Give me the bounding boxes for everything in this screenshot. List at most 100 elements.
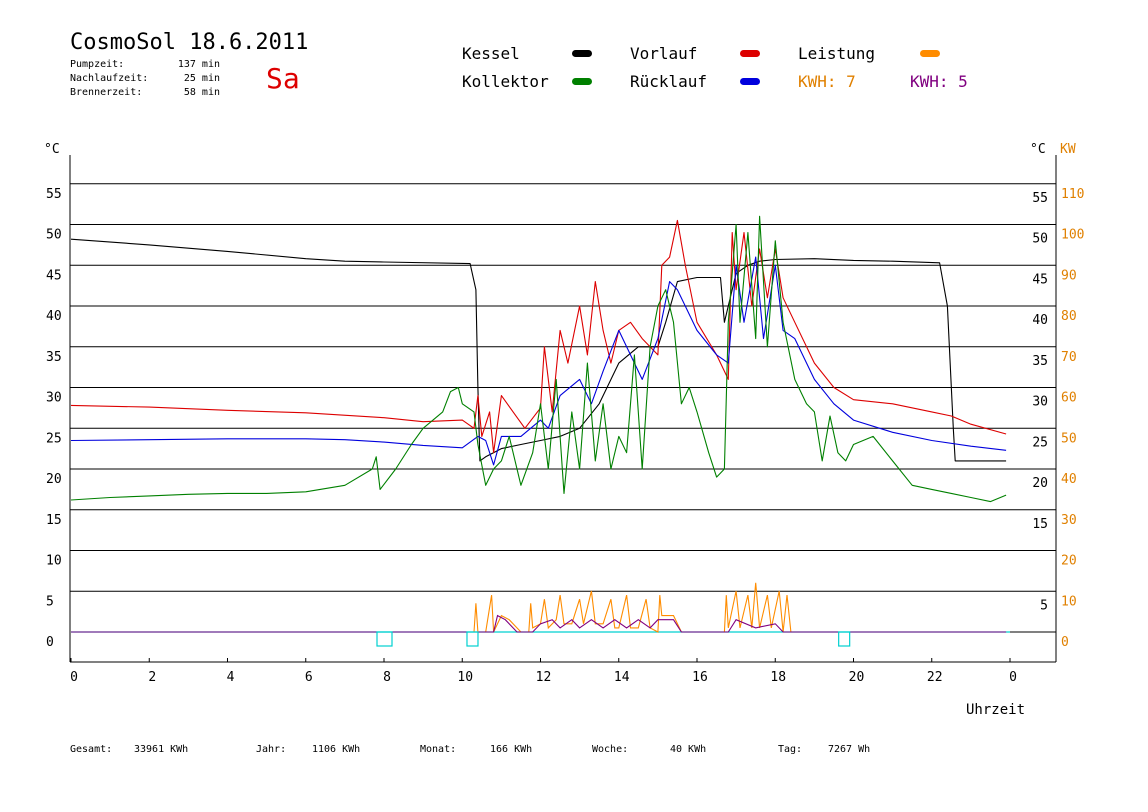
x-tick-label: 6: [305, 670, 313, 685]
footer-label: Woche:: [592, 744, 629, 755]
stat-label: Pumpzeit:: [70, 59, 125, 70]
series-ruecklauf: [70, 256, 1007, 466]
y-tick-label-left: 5: [46, 594, 54, 609]
x-tick-label: 20: [849, 670, 865, 685]
y-tick-label-right-kw: 90: [1061, 268, 1077, 283]
series-kwh-5: [71, 614, 1007, 633]
legend-ruecklauf: Rücklauf: [630, 72, 708, 91]
series-lines: [70, 215, 1007, 633]
stat-row: Nachlaufzeit: 25 min: [70, 72, 220, 86]
y-tick-label-right-c: 5: [1040, 598, 1048, 613]
stat-label: Nachlaufzeit:: [70, 73, 149, 84]
footer-value: 1106 KWh: [312, 744, 361, 755]
x-tick-label: 18: [770, 670, 786, 685]
x-tick-label: 0: [1009, 670, 1017, 685]
legend-vorlauf: Vorlauf: [630, 44, 698, 63]
y-tick-label-right-kw: 60: [1061, 391, 1077, 406]
y-tick-label-left: 10: [46, 554, 62, 569]
pump-markers: [376, 631, 851, 647]
day-label: Sa: [266, 62, 300, 95]
pump-marker: [838, 631, 851, 647]
footer-value: 166 KWh: [490, 744, 533, 755]
footer-label: Gesamt:: [70, 744, 113, 755]
pump-marker: [466, 631, 479, 647]
stat-label: Brennerzeit:: [70, 87, 143, 98]
legend-leistung: Leistung: [798, 44, 876, 63]
y-tick-label-left: 55: [46, 187, 62, 202]
y-tick-label-left: 45: [46, 268, 62, 283]
stat-value: 25 min: [183, 73, 220, 84]
x-tick-label: 0: [70, 670, 78, 685]
stat-value: 137 min: [177, 59, 220, 70]
series-kessel: [70, 238, 1007, 462]
legend-kollektor: Kollektor: [462, 72, 549, 91]
y-tick-label-right-kw: 70: [1061, 350, 1077, 365]
footer-label: Monat:: [420, 744, 457, 755]
grid-lines: [70, 183, 1056, 592]
stat-row: Brennerzeit: 58 min: [70, 86, 220, 100]
axes: [69, 155, 1057, 663]
y-tick-label-right-c: 50: [1032, 232, 1048, 247]
x-tick-label: 16: [692, 670, 708, 685]
pump-marker: [376, 631, 393, 647]
y-tick-label-right-c: 35: [1032, 354, 1048, 369]
y-axis-unit-left: °C: [44, 142, 60, 157]
y-tick-label-right-c: 55: [1032, 191, 1048, 206]
footer-value: 33961 KWh: [134, 744, 189, 755]
stat-value: 58 min: [183, 87, 220, 98]
stats-block: Pumpzeit: 137 min Nachlaufzeit: 25 min B…: [70, 58, 220, 100]
y-tick-label-right-kw: 10: [1061, 594, 1077, 609]
y-axis-unit-right-kw: KW: [1060, 142, 1076, 157]
y-tick-label-right-kw: 80: [1061, 309, 1077, 324]
y-tick-label-right-kw: 30: [1061, 513, 1077, 528]
footer-value: 7267 Wh: [828, 744, 871, 755]
stat-row: Pumpzeit: 137 min: [70, 58, 220, 72]
series-vorlauf: [70, 219, 1007, 454]
y-tick-label-right-c: 25: [1032, 435, 1048, 450]
x-tick-label: 22: [927, 670, 943, 685]
x-tick-label: 2: [148, 670, 156, 685]
legend-kessel-swatch: [572, 50, 592, 57]
series-leistung: [71, 582, 1007, 633]
y-tick-label-right-kw: 100: [1061, 228, 1084, 243]
legend-vorlauf-swatch: [740, 50, 760, 57]
y-tick-label-left: 50: [46, 228, 62, 243]
footer-label: Tag:: [778, 744, 803, 755]
x-tick-label: 8: [383, 670, 391, 685]
y-tick-label-right-c: 30: [1032, 395, 1048, 410]
y-tick-label-right-kw: 20: [1061, 554, 1077, 569]
legend-leistung-swatch: [920, 50, 940, 57]
legend-kwh-orange: KWH: 7: [798, 72, 856, 91]
y-tick-label-left: 40: [46, 309, 62, 324]
y-tick-label-left: 15: [46, 513, 62, 528]
legend-kollektor-swatch: [572, 78, 592, 85]
y-tick-label-left: 25: [46, 431, 62, 446]
x-tick-label: 14: [614, 670, 630, 685]
y-tick-label-left: 35: [46, 350, 62, 365]
legend-kwh-purple: KWH: 5: [910, 72, 968, 91]
y-tick-label-right-kw: 40: [1061, 472, 1077, 487]
y-tick-label-right-c: 20: [1032, 476, 1048, 491]
series-kollektor: [70, 215, 1007, 503]
x-tick-label: 4: [227, 670, 235, 685]
x-tick-label: 12: [536, 670, 552, 685]
y-tick-label-right-kw: 110: [1061, 187, 1084, 202]
x-axis-label: Uhrzeit: [966, 702, 1026, 718]
y-tick-label-left: 0: [46, 635, 54, 650]
footer-value: 40 KWh: [670, 744, 707, 755]
y-tick-label-left: 20: [46, 472, 62, 487]
page-title: CosmoSol 18.6.2011: [70, 30, 309, 55]
y-tick-label-right-kw: 50: [1061, 431, 1077, 446]
y-tick-label-right-c: 40: [1032, 313, 1048, 328]
x-tick-label: 10: [457, 670, 473, 685]
legend-kessel: Kessel: [462, 44, 520, 63]
y-tick-label-right-c: 45: [1032, 272, 1048, 287]
y-tick-label-left: 30: [46, 391, 62, 406]
y-tick-label-right-kw: 0: [1061, 635, 1069, 650]
footer-label: Jahr:: [256, 744, 287, 755]
legend-ruecklauf-swatch: [740, 78, 760, 85]
tick-labels: 0 2 4 6 8 10 12 14 16 18 20 22 005101520253035404550…: [46, 187, 1084, 685]
y-axis-unit-right-c: °C: [1030, 142, 1046, 157]
y-tick-label-right-c: 15: [1032, 517, 1048, 532]
